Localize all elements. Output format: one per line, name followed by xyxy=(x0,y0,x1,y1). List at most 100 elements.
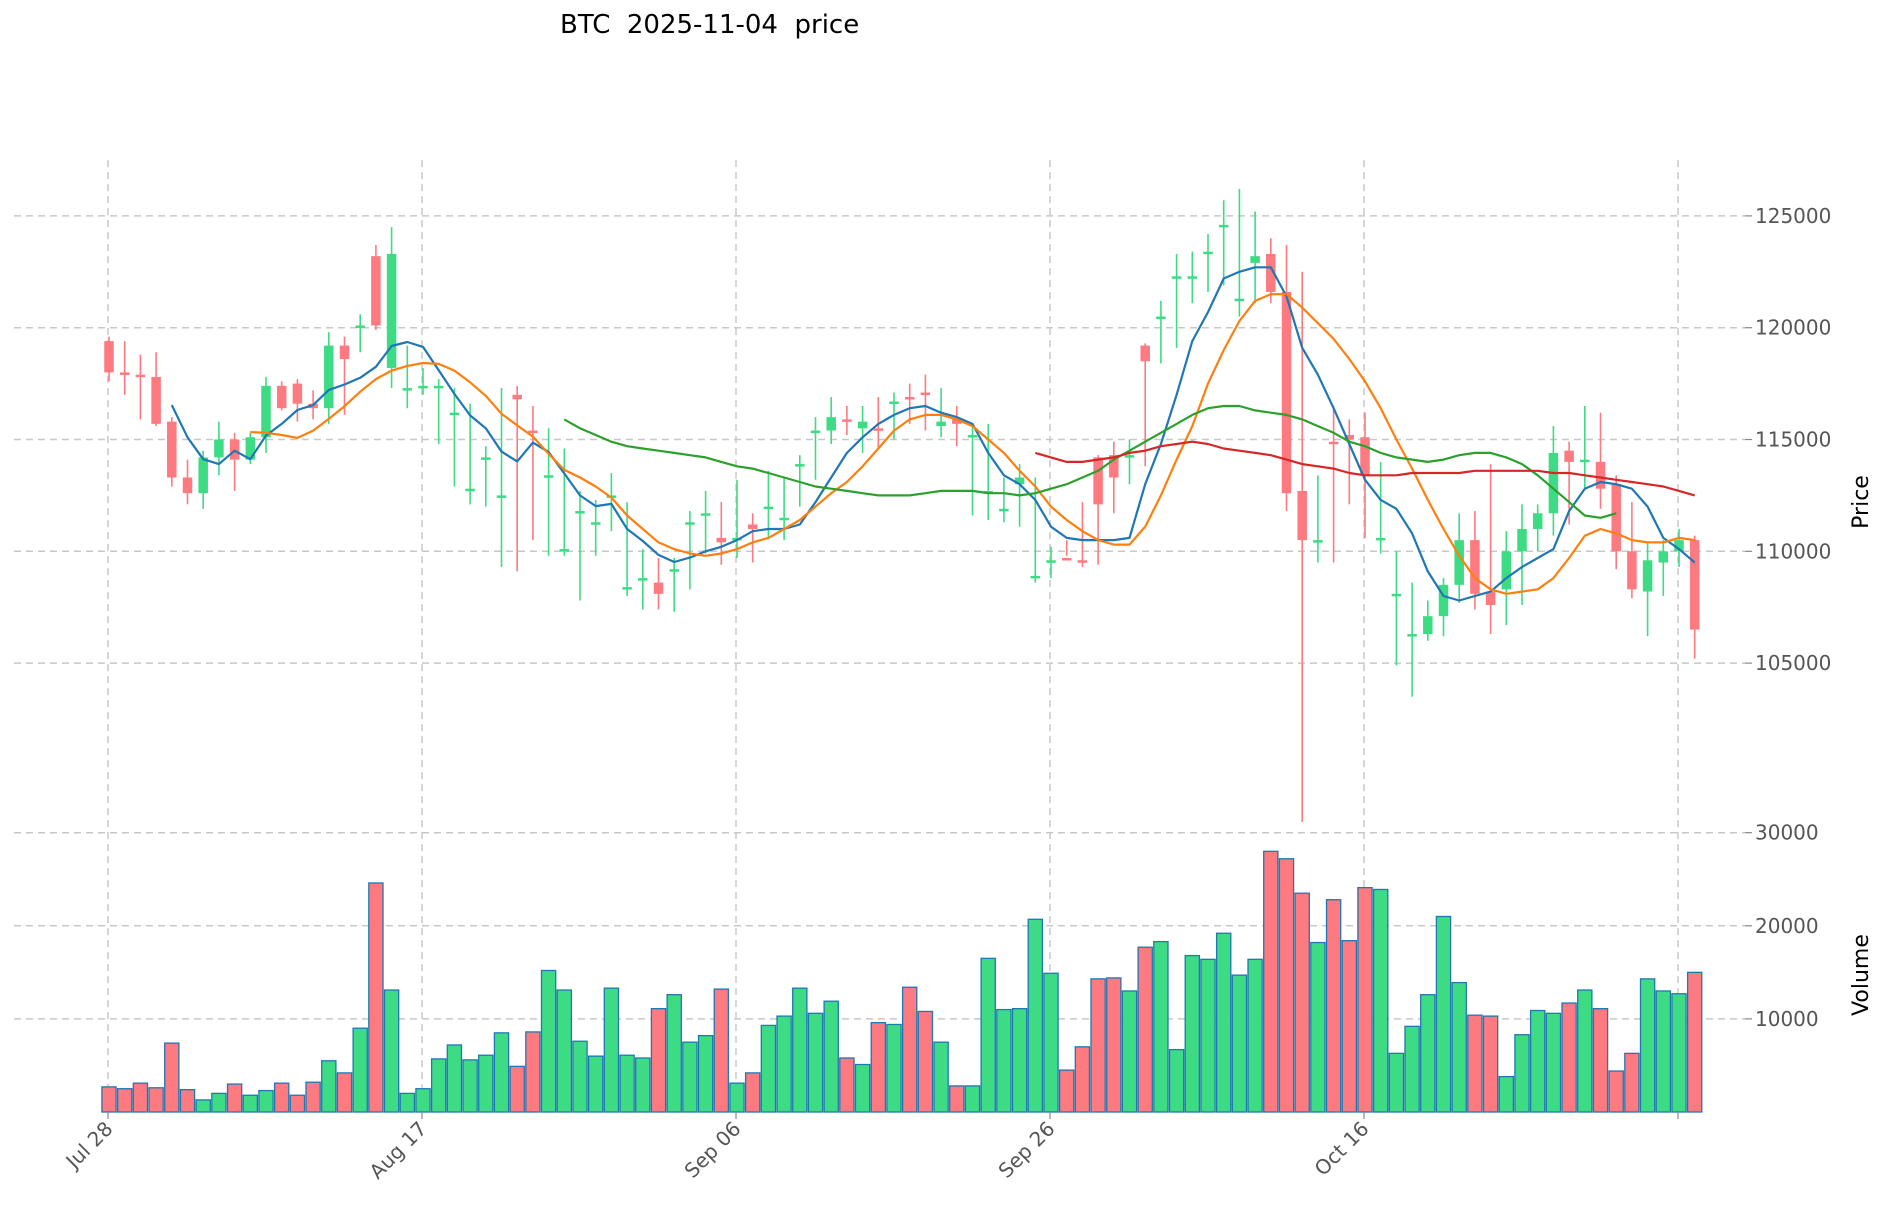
volume-bar xyxy=(101,1086,117,1113)
volume-bar xyxy=(540,969,557,1113)
candle-body xyxy=(1077,560,1088,563)
x-tick-label: Aug 17 xyxy=(364,1117,431,1184)
volume-bar xyxy=(1278,858,1295,1113)
volume-bar xyxy=(1577,989,1593,1113)
volume-bar xyxy=(116,1088,133,1113)
candle-layer xyxy=(104,189,1700,822)
candle-body xyxy=(402,388,413,391)
volume-bar xyxy=(1294,892,1310,1113)
volume-bar xyxy=(1624,1052,1640,1113)
volume-tick-label: 10000 xyxy=(1755,1007,1819,1031)
volume-bar xyxy=(148,1087,164,1113)
volume-bar xyxy=(446,1044,463,1113)
grid-layer xyxy=(14,160,1745,1112)
volume-bar xyxy=(1639,978,1656,1113)
candle-body xyxy=(1313,540,1323,543)
candle-body xyxy=(826,417,836,431)
chart-title: BTC 2025-11-04 price xyxy=(560,10,860,40)
candle-body xyxy=(936,421,946,427)
candle-body xyxy=(795,464,805,467)
candle-body xyxy=(669,569,679,572)
candle-body xyxy=(229,439,240,460)
volume-bar xyxy=(430,1058,447,1113)
candle-body xyxy=(214,439,224,458)
candle-body xyxy=(873,428,884,431)
volume-bar xyxy=(1184,954,1201,1113)
volume-bar xyxy=(572,1040,588,1113)
candle-body xyxy=(496,495,507,498)
candle-body xyxy=(857,421,868,429)
x-tick-label: Jul 28 xyxy=(60,1117,118,1175)
candle-body xyxy=(543,475,554,478)
volume-bar xyxy=(242,1094,259,1113)
candle-body xyxy=(1046,560,1056,563)
candle-body xyxy=(104,341,114,373)
candle-body xyxy=(512,394,522,400)
candle-body xyxy=(1658,551,1669,563)
candle-body xyxy=(1642,560,1653,592)
moving-average-layer xyxy=(170,266,1696,602)
volume-bar xyxy=(603,987,620,1113)
candle-body xyxy=(590,522,601,525)
price-tick-label: 120000 xyxy=(1755,316,1831,340)
candle-body xyxy=(779,517,789,521)
volume-bar xyxy=(1655,990,1672,1113)
volume-bar xyxy=(964,1085,981,1113)
candle-body xyxy=(622,587,632,590)
volume-bar xyxy=(1200,958,1216,1113)
volume-bar xyxy=(760,1024,777,1113)
ma30-line xyxy=(563,404,1617,519)
volume-bar xyxy=(1325,899,1342,1113)
volume-bar xyxy=(1608,1070,1624,1113)
candle-body xyxy=(559,549,570,552)
volume-bar xyxy=(996,1008,1012,1113)
volume-bar xyxy=(383,989,400,1113)
volume-bar xyxy=(823,1000,839,1113)
candle-body xyxy=(1344,435,1355,440)
candle-body xyxy=(276,385,287,409)
volume-bar xyxy=(1467,1014,1483,1113)
candle-body xyxy=(245,437,256,460)
candle-body xyxy=(1564,450,1574,462)
volume-bar xyxy=(587,1055,604,1113)
candle-body xyxy=(355,325,365,328)
volume-bar xyxy=(1435,915,1452,1113)
candle-body xyxy=(1454,540,1464,585)
volume-bar xyxy=(650,1008,667,1113)
volume-bar xyxy=(211,1092,227,1113)
volume-bar xyxy=(792,987,808,1113)
volume-bar xyxy=(635,1057,651,1113)
ma5-line xyxy=(170,266,1696,602)
candle-body xyxy=(1109,455,1119,478)
volume-bar xyxy=(273,1082,290,1113)
candle-body xyxy=(1234,298,1245,302)
candle-body xyxy=(1611,484,1621,552)
volume-bar xyxy=(1671,993,1687,1113)
volume-bar xyxy=(1137,946,1153,1113)
volume-bar xyxy=(525,1031,541,1113)
volume-bar xyxy=(415,1088,431,1113)
volume-bar xyxy=(478,1054,494,1113)
volume-bar xyxy=(949,1085,965,1113)
volume-bar xyxy=(1561,1002,1577,1113)
volume-bar xyxy=(226,1083,243,1113)
volume-bar xyxy=(1074,1046,1091,1113)
volume-bar xyxy=(1153,940,1169,1113)
volume-tick-label: 20000 xyxy=(1755,914,1819,938)
volume-bar xyxy=(870,1021,887,1113)
volume-bar xyxy=(1263,850,1279,1113)
price-axis-label: Price xyxy=(1849,475,1874,529)
volume-bar xyxy=(1106,977,1122,1113)
volume-bar xyxy=(1451,981,1467,1113)
volume-bar xyxy=(1058,1069,1075,1113)
x-tick-label: Sep 26 xyxy=(993,1117,1059,1183)
volume-bar xyxy=(776,1015,792,1113)
candle-body xyxy=(1423,616,1433,635)
candle-body xyxy=(1218,224,1229,228)
candle-body xyxy=(182,477,193,494)
candle-body xyxy=(1328,441,1339,445)
candle-body xyxy=(481,457,491,460)
price-tick-label: 105000 xyxy=(1755,651,1831,675)
volume-bar xyxy=(682,1041,698,1113)
